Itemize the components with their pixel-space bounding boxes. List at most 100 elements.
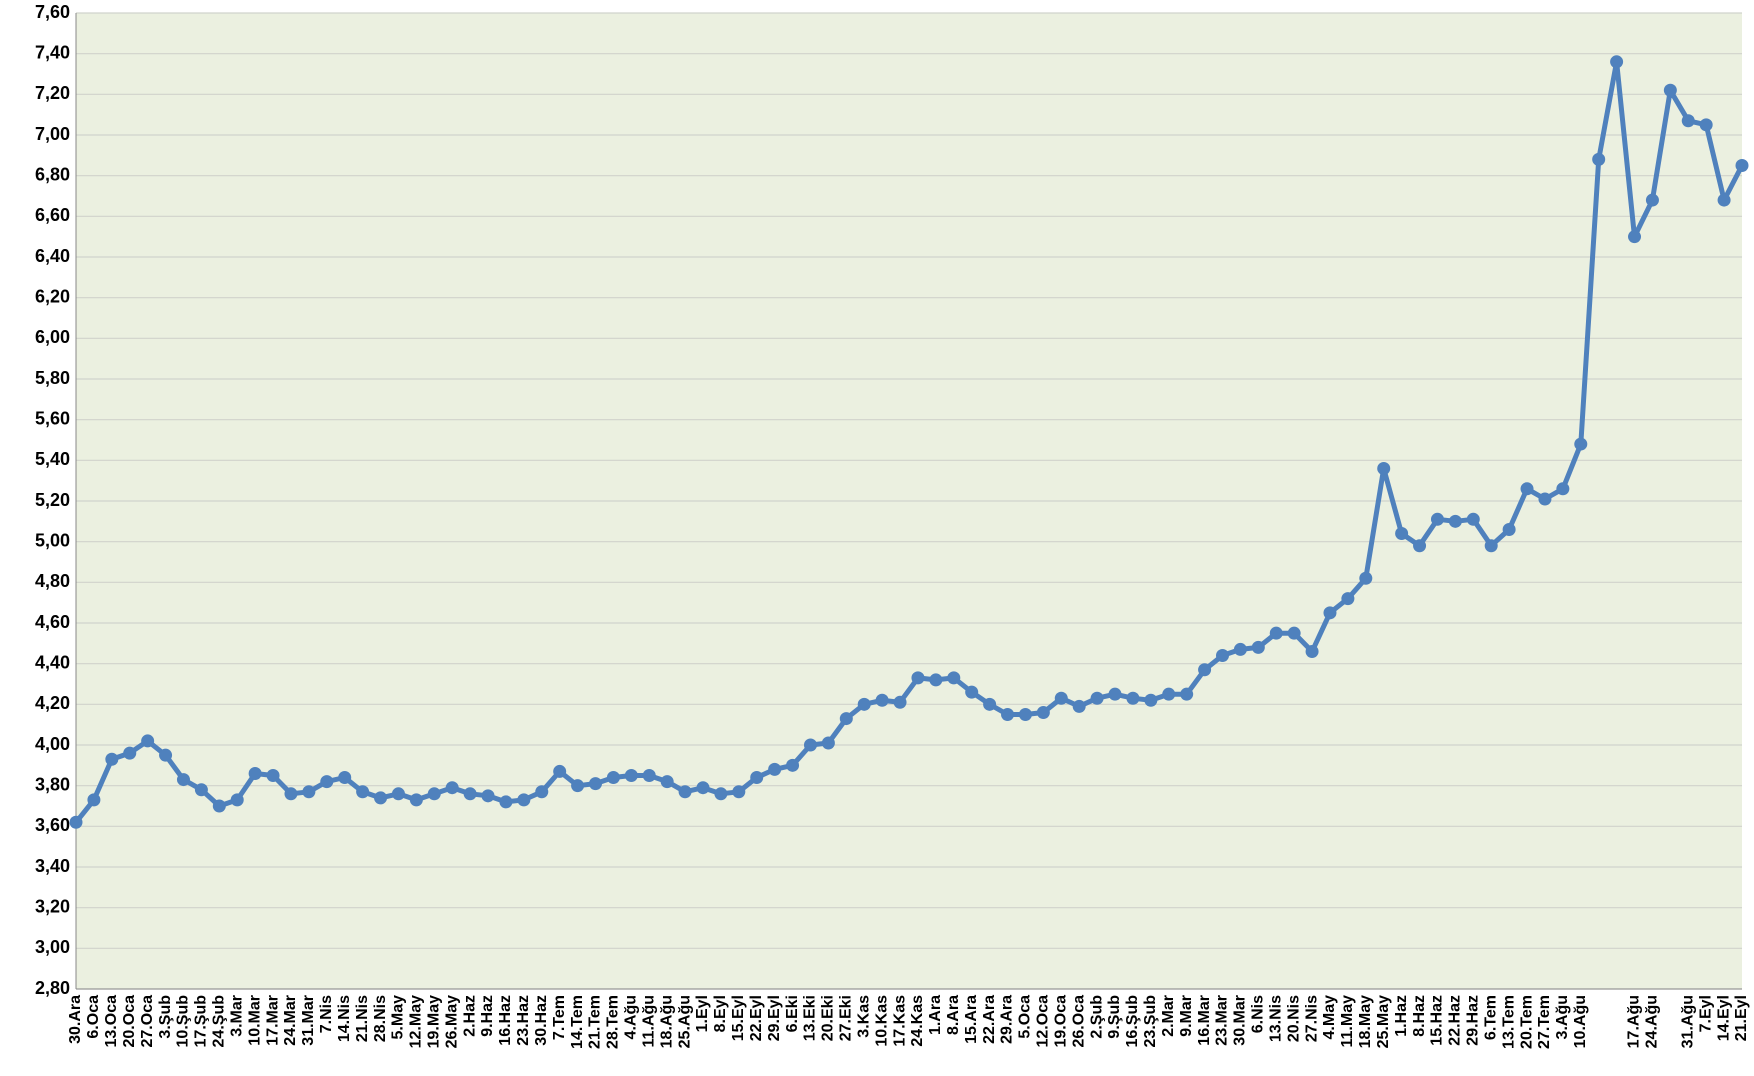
x-tick-label: 16.Mar <box>1196 995 1213 1046</box>
x-tick-label: 21.Nis <box>354 995 371 1042</box>
x-tick-label: 3.Kas <box>855 995 872 1038</box>
data-point <box>302 785 316 799</box>
x-tick-label: 27.Nis <box>1303 995 1320 1042</box>
data-point <box>194 783 208 797</box>
x-tick-label: 26.Oca <box>1070 995 1087 1048</box>
x-tick-label: 13.Nis <box>1267 995 1284 1042</box>
x-tick-label: 3.Ağu <box>1554 995 1571 1039</box>
x-tick-label: 14.Nis <box>336 995 353 1042</box>
data-point <box>1628 230 1642 244</box>
data-point <box>1502 522 1516 536</box>
x-tick-label: 8.Eyl <box>712 995 729 1032</box>
x-tick-label: 16.Haz <box>497 995 514 1046</box>
data-point <box>87 793 101 807</box>
x-tick-label: 13.Oca <box>103 995 120 1048</box>
y-tick-label: 7,00 <box>35 124 70 144</box>
x-tick-label: 24.Ağu <box>1644 995 1661 1048</box>
x-tick-label: 11.Ağu <box>640 995 657 1047</box>
data-point <box>642 769 656 782</box>
data-point <box>284 787 298 801</box>
x-tick-label: 20.Oca <box>121 995 138 1048</box>
data-point <box>1162 687 1176 701</box>
y-tick-label: 3,20 <box>35 896 70 916</box>
data-point <box>1717 193 1731 207</box>
data-point <box>1538 492 1552 506</box>
y-tick-label: 5,60 <box>35 408 70 428</box>
x-tick-label: 6.Eki <box>784 995 801 1032</box>
y-tick-label: 6,80 <box>35 164 70 184</box>
data-point <box>69 815 83 829</box>
x-tick-label: 18.May <box>1357 995 1374 1048</box>
data-point <box>1645 193 1659 207</box>
x-tick-label: 18.Ağu <box>658 995 675 1048</box>
x-tick-label: 9.Haz <box>479 995 496 1037</box>
x-tick-label: 22.Haz <box>1447 995 1464 1046</box>
x-tick-label: 4.Ağu <box>623 995 640 1039</box>
data-point <box>768 762 782 776</box>
data-point <box>356 785 370 799</box>
data-point <box>571 779 585 793</box>
series-line <box>74 59 1745 824</box>
data-point <box>481 789 495 803</box>
x-tick-label: 27.Oca <box>139 995 156 1048</box>
y-tick-label: 4,60 <box>35 612 70 632</box>
data-point <box>427 787 441 801</box>
y-tick-label: 2,80 <box>35 978 70 998</box>
data-point <box>1699 118 1713 132</box>
y-tick-label: 3,60 <box>35 815 70 835</box>
data-point <box>176 773 190 787</box>
x-tick-label: 26.May <box>443 995 460 1048</box>
data-point <box>1592 152 1606 166</box>
data-point <box>1341 592 1355 606</box>
x-tick-label: 29.Haz <box>1465 995 1482 1046</box>
data-point <box>714 787 728 801</box>
x-tick-label: 30.Ara <box>67 995 84 1044</box>
x-tick-label: 17.Mar <box>264 995 281 1046</box>
y-tick-label: 5,00 <box>35 530 70 550</box>
data-point <box>1448 514 1462 528</box>
data-point <box>965 685 979 699</box>
x-tick-label: 3.Mar <box>228 995 245 1037</box>
data-point <box>1305 644 1319 658</box>
x-tick-label: 20.Tem <box>1518 995 1535 1049</box>
y-tick-label: 4,00 <box>35 734 70 754</box>
y-tick-label: 7,60 <box>35 2 70 22</box>
data-point <box>1054 691 1068 705</box>
data-point <box>141 734 155 748</box>
y-tick-label: 6,20 <box>35 286 70 306</box>
data-point <box>1610 55 1624 69</box>
data-point <box>1430 512 1444 526</box>
data-point <box>374 791 388 805</box>
data-point <box>1323 606 1337 620</box>
x-tick-label: 29.Ara <box>999 995 1016 1044</box>
x-tick-label: 21.Eyl <box>1733 995 1750 1041</box>
x-tick-label: 22.Eyl <box>748 995 765 1041</box>
data-point <box>1735 159 1749 172</box>
x-tick-label: 31.Mar <box>300 995 317 1046</box>
data-point <box>445 781 459 795</box>
x-tick-label: 15.Haz <box>1429 995 1446 1046</box>
x-tick-label: 3.Şub <box>157 995 174 1039</box>
data-point <box>212 799 226 813</box>
y-tick-label: 6,40 <box>35 246 70 266</box>
data-point <box>1269 626 1283 640</box>
y-tick-label: 3,00 <box>35 937 70 957</box>
data-point <box>857 697 871 711</box>
x-tick-label: 15.Eyl <box>730 995 747 1041</box>
x-tick-label: 6.Tem <box>1482 995 1499 1040</box>
data-point <box>660 775 674 789</box>
x-tick-label: 5.May <box>390 995 407 1040</box>
data-point <box>1072 699 1086 713</box>
data-point <box>1180 687 1194 701</box>
data-point <box>463 787 477 801</box>
x-tick-label: 28.Nis <box>372 995 389 1042</box>
x-tick-label: 24.Mar <box>282 995 299 1046</box>
data-point <box>1413 539 1427 553</box>
data-point <box>1198 663 1212 677</box>
data-point <box>266 769 280 782</box>
y-tick-label: 5,40 <box>35 449 70 469</box>
data-point <box>230 793 244 807</box>
x-tick-label: 7.Tem <box>551 995 568 1040</box>
data-point <box>1484 539 1498 553</box>
x-tick-label: 1.Eyl <box>694 995 711 1032</box>
